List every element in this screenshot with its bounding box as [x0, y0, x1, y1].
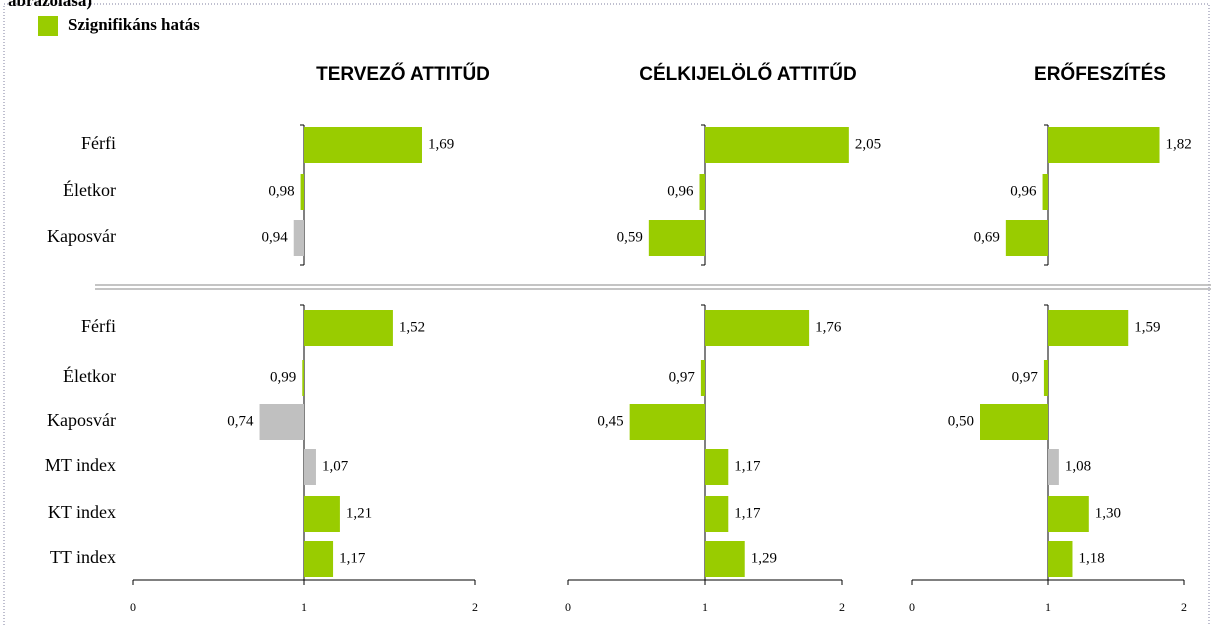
value-label: 0,99 [270, 369, 296, 385]
value-label: 1,82 [1166, 136, 1192, 152]
value-label: 1,17 [734, 458, 761, 474]
value-label: 1,07 [322, 458, 349, 474]
bar [980, 404, 1048, 440]
x-tick-label: 0 [909, 600, 915, 614]
value-label: 1,30 [1095, 505, 1121, 521]
value-label: 0,74 [227, 413, 254, 429]
x-tick-label: 1 [702, 600, 708, 614]
bar [705, 127, 849, 163]
value-label: 1,59 [1134, 319, 1160, 335]
x-tick-label: 2 [839, 600, 845, 614]
value-label: 0,94 [261, 229, 288, 245]
bar [304, 310, 393, 346]
bar [1005, 220, 1048, 256]
bar [648, 220, 705, 256]
value-label: 1,17 [734, 505, 761, 521]
value-label: 0,96 [667, 183, 694, 199]
bar [629, 404, 705, 440]
bar [1042, 174, 1048, 210]
x-tick-label: 2 [1181, 600, 1187, 614]
bar [259, 404, 304, 440]
x-tick-label: 1 [301, 600, 307, 614]
value-label: 0,98 [268, 183, 294, 199]
value-label: 0,97 [1012, 369, 1039, 385]
bar [1048, 449, 1059, 485]
category-label: Kaposvár [47, 410, 116, 430]
bar [699, 174, 705, 210]
value-label: 0,69 [974, 229, 1000, 245]
value-label: 1,17 [339, 550, 366, 566]
bar [304, 496, 340, 532]
bar [705, 496, 729, 532]
category-label: Kaposvár [47, 226, 116, 246]
bar [1043, 360, 1048, 396]
x-tick-label: 0 [130, 600, 136, 614]
panel-title: ERŐFESZÍTÉS [1034, 63, 1166, 85]
bar [700, 360, 705, 396]
value-label: 0,96 [1010, 183, 1037, 199]
bar [304, 127, 422, 163]
frame [3, 3, 1210, 626]
category-label: Férfi [81, 316, 116, 336]
bar [300, 174, 304, 210]
bar [293, 220, 304, 256]
bar [302, 360, 304, 396]
bar [1048, 496, 1089, 532]
bar [1048, 127, 1160, 163]
category-label: Életkor [63, 179, 116, 200]
value-label: 1,18 [1078, 550, 1104, 566]
bar [705, 541, 745, 577]
panel-title: CÉLKIJELÖLŐ ATTITŰD [639, 63, 856, 85]
value-label: 1,52 [399, 319, 425, 335]
category-label: Életkor [63, 365, 116, 386]
value-label: 1,29 [751, 550, 777, 566]
x-tick-label: 0 [565, 600, 571, 614]
value-label: 0,50 [948, 413, 974, 429]
value-label: 0,45 [597, 413, 623, 429]
value-label: 1,08 [1065, 458, 1091, 474]
legend-label: Szignifikáns hatás [68, 15, 200, 34]
value-label: 0,59 [617, 229, 643, 245]
bar [1048, 310, 1129, 346]
value-label: 2,05 [855, 136, 881, 152]
category-label: TT index [50, 547, 116, 567]
bar [304, 541, 334, 577]
legend-swatch [38, 16, 58, 36]
category-label: KT index [48, 502, 116, 522]
value-label: 0,97 [669, 369, 696, 385]
bar [304, 449, 316, 485]
category-label: Férfi [81, 133, 116, 153]
bar [705, 310, 810, 346]
title-fragment: ábrázolása) [8, 0, 92, 10]
category-label: MT index [45, 455, 116, 475]
value-label: 1,69 [428, 136, 454, 152]
bar [705, 449, 729, 485]
value-label: 1,76 [815, 319, 842, 335]
bar [1048, 541, 1073, 577]
panel-title: TERVEZŐ ATTITŰD [316, 63, 490, 85]
x-tick-label: 2 [472, 600, 478, 614]
x-tick-label: 1 [1045, 600, 1051, 614]
value-label: 1,21 [346, 505, 372, 521]
